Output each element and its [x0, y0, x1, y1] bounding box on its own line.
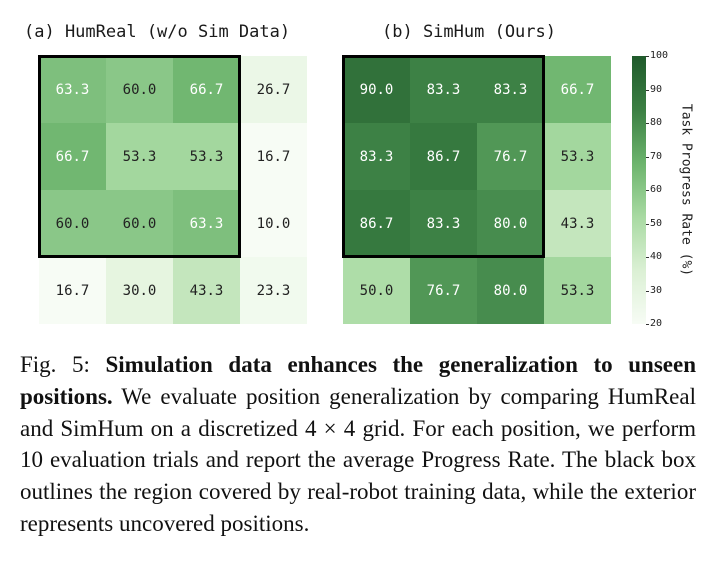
- colorbar-tick-mark: [646, 190, 649, 191]
- heatmap-humreal: 63.3 60.0 66.7 26.7 66.7 53.3 53.3 16.7 60.0 60.0…: [38, 55, 307, 324]
- colorbar-tick-label: 90: [650, 84, 663, 95]
- caption-bold: Simulation data enhances the generalizat…: [20, 352, 697, 409]
- heatmap-cell: 60.0: [106, 56, 173, 123]
- caption-prefix: Fig. 5:: [20, 352, 106, 377]
- heatmap-cell: 16.7: [240, 123, 307, 190]
- heatmap-cell: 80.0: [477, 190, 544, 257]
- heatmap-cell: 66.7: [544, 56, 611, 123]
- heatmap-cell: 63.3: [173, 190, 240, 257]
- heatmap-cell: 43.3: [544, 190, 611, 257]
- heatmap-cell: 80.0: [477, 257, 544, 324]
- colorbar-tick-label: 60: [650, 184, 663, 195]
- heatmap-cell: 30.0: [106, 257, 173, 324]
- colorbar-tick-mark: [646, 224, 649, 225]
- colorbar-tick-label: 100: [650, 50, 669, 61]
- heatmap-cell: 60.0: [39, 190, 106, 257]
- colorbar-tick-label: 70: [650, 151, 663, 162]
- heatmap-cell: 53.3: [106, 123, 173, 190]
- heatmap-cell: 53.3: [544, 123, 611, 190]
- heatmap-simhum: 90.0 83.3 83.3 66.7 83.3 86.7 76.7 53.3 86.7 83.3…: [342, 55, 611, 324]
- heatmap-cell: 26.7: [240, 56, 307, 123]
- colorbar-tick-label: 30: [650, 285, 663, 296]
- heatmap-cell: 86.7: [343, 190, 410, 257]
- colorbar: [632, 56, 646, 324]
- colorbar-tick-mark: [646, 324, 649, 325]
- colorbar-tick-mark: [646, 257, 649, 258]
- colorbar-tick-label: 20: [650, 318, 663, 329]
- caption-text: We evaluate position generalization by c…: [20, 383, 696, 536]
- heatmap-cell: 63.3: [39, 56, 106, 123]
- heatmap-cell: 53.3: [544, 257, 611, 324]
- heatmap-cell: 66.7: [39, 123, 106, 190]
- heatmap-cell: 86.7: [410, 123, 477, 190]
- heatmap-cell: 43.3: [173, 257, 240, 324]
- figure-caption: Fig. 5: Simulation data enhances the gen…: [20, 349, 696, 540]
- colorbar-tick-mark: [646, 90, 649, 91]
- colorbar-label: Task Progress Rate (%): [678, 103, 694, 277]
- colorbar-tick-label: 40: [650, 251, 663, 262]
- heatmap-cell: 60.0: [106, 190, 173, 257]
- heatmap-cell: 23.3: [240, 257, 307, 324]
- heatmap-cell: 76.7: [410, 257, 477, 324]
- heatmap-cell: 90.0: [343, 56, 410, 123]
- heatmap-cell: 83.3: [410, 56, 477, 123]
- panel-b-title: (b) SimHum (Ours): [382, 22, 556, 42]
- colorbar-tick-label: 80: [650, 117, 663, 128]
- heatmap-cell: 16.7: [39, 257, 106, 324]
- heatmap-cell: 53.3: [173, 123, 240, 190]
- colorbar-tick-mark: [646, 291, 649, 292]
- heatmap-cell: 83.3: [477, 56, 544, 123]
- colorbar-tick-label: 50: [650, 218, 663, 229]
- colorbar-tick-mark: [646, 123, 649, 124]
- panel-a-title: (a) HumReal (w/o Sim Data): [24, 22, 291, 42]
- heatmap-cell: 66.7: [173, 56, 240, 123]
- colorbar-tick-mark: [646, 157, 649, 158]
- heatmap-cell: 83.3: [410, 190, 477, 257]
- heatmap-cell: 50.0: [343, 257, 410, 324]
- heatmap-cell: 76.7: [477, 123, 544, 190]
- heatmap-cell: 83.3: [343, 123, 410, 190]
- colorbar-tick-mark: [646, 56, 649, 57]
- heatmap-cell: 10.0: [240, 190, 307, 257]
